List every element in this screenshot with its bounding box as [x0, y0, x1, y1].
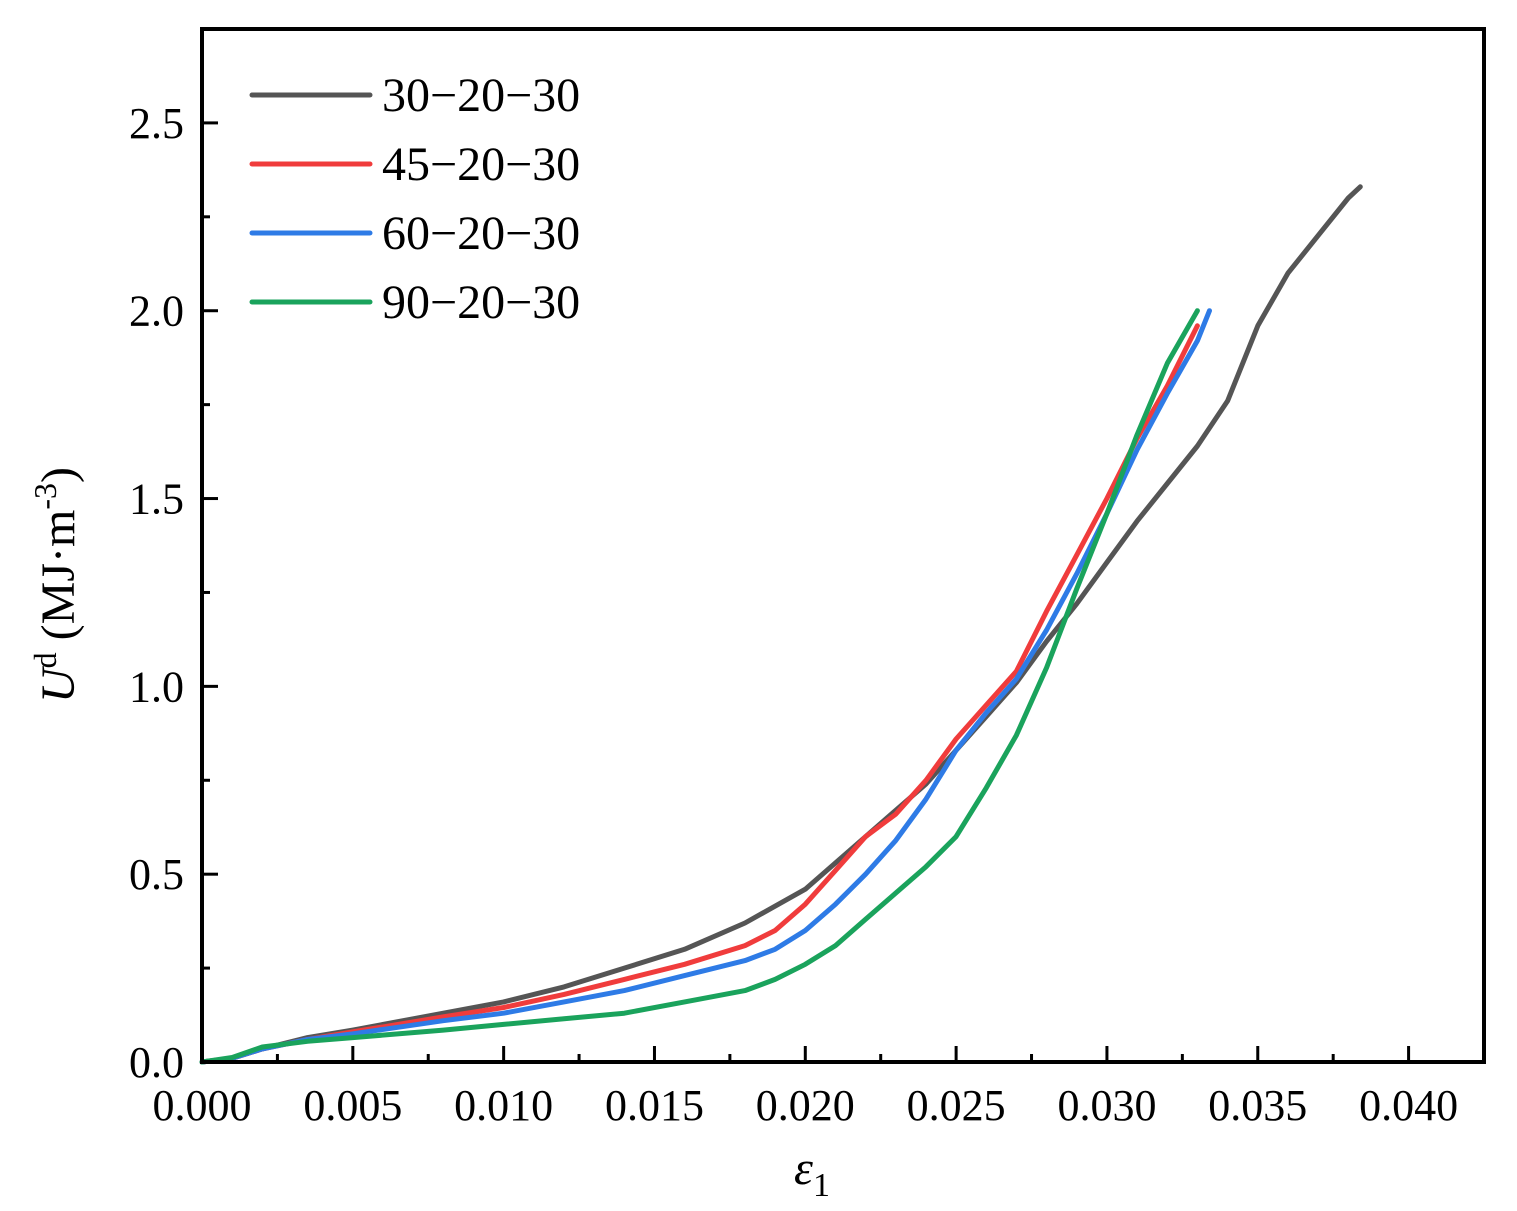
x-tick-label: 0.010: [454, 1081, 553, 1130]
y-axis-unit: (MJ·m: [32, 510, 85, 653]
series-layer: [199, 184, 1363, 1065]
x-tick-label: 0.040: [1359, 1081, 1458, 1130]
y-tick-label: 0.0: [129, 1038, 184, 1087]
y-axis-unit-superscript: -3: [27, 483, 63, 510]
x-axis-title: ε1: [794, 1142, 830, 1204]
series-line: [199, 323, 1200, 1065]
y-axis-close: ): [32, 467, 85, 483]
y-tick-label: 0.5: [129, 850, 184, 899]
y-tick-label: 2.0: [129, 287, 184, 336]
x-tick-label: 0.000: [153, 1081, 252, 1130]
x-tick-label: 0.030: [1057, 1081, 1156, 1130]
y-tick-label: 2.5: [129, 99, 184, 148]
y-tick-label: 1.5: [129, 475, 184, 524]
x-axis-symbol: ε: [794, 1142, 813, 1195]
series-line: [199, 184, 1363, 1065]
x-axis-subscript: 1: [813, 1167, 830, 1204]
y-axis: 0.0 0.5 1.0 1.5 2.0 2.5: [129, 99, 218, 1087]
x-tick-label: 0.035: [1208, 1081, 1307, 1130]
legend-label: 60−20−30: [382, 207, 580, 260]
legend-label: 30−20−30: [382, 69, 580, 122]
series-line: [199, 308, 1212, 1065]
x-tick-label: 0.020: [756, 1081, 855, 1130]
legend: 30−20−30 45−20−30 60−20−30 90−20−30: [249, 69, 580, 329]
x-axis: 0.000 0.005 0.010 0.015 0.020 0.025 0.030 0.035…: [153, 1046, 1458, 1130]
y-axis-title: Ud (MJ·m-3): [27, 467, 85, 703]
legend-label: 90−20−30: [382, 276, 580, 329]
legend-label: 45−20−30: [382, 138, 580, 191]
x-tick-label: 0.005: [303, 1081, 402, 1130]
y-axis-symbol: U: [32, 665, 85, 703]
x-tick-label: 0.015: [605, 1081, 704, 1130]
plot-frame: [200, 27, 1486, 1064]
series-line: [199, 308, 1200, 1065]
y-tick-label: 1.0: [129, 662, 184, 711]
y-axis-superscript: d: [27, 652, 63, 668]
x-tick-label: 0.025: [907, 1081, 1006, 1130]
